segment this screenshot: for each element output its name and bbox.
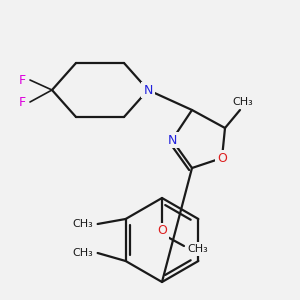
Text: N: N [143, 83, 153, 97]
Text: CH₃: CH₃ [188, 244, 208, 254]
Text: N: N [167, 134, 177, 146]
Text: CH₃: CH₃ [232, 97, 254, 107]
Text: CH₃: CH₃ [72, 219, 93, 229]
Text: O: O [157, 224, 167, 238]
Text: O: O [217, 152, 227, 164]
Text: CH₃: CH₃ [72, 248, 93, 258]
Text: F: F [18, 74, 26, 86]
Text: F: F [18, 95, 26, 109]
